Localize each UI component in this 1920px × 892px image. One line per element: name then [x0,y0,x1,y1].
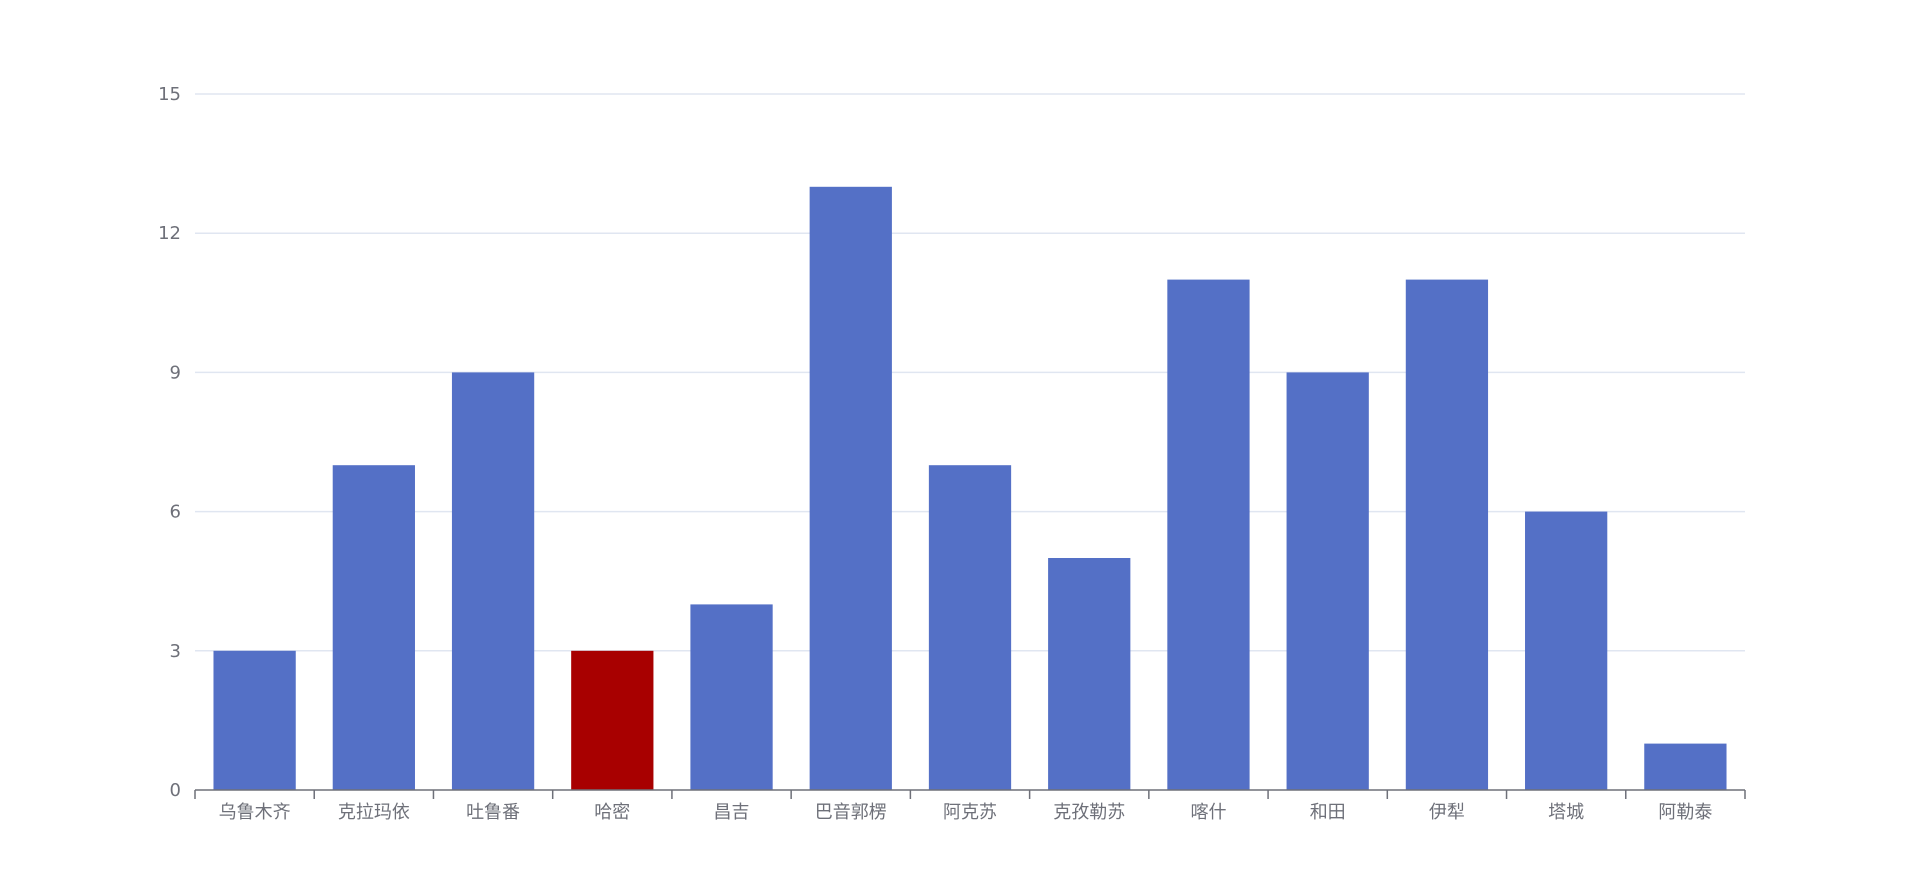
bar-1[interactable] [332,465,415,790]
y-tick-label: 0 [170,780,181,801]
x-tick-label: 阿克苏 [943,802,997,823]
bar-12[interactable] [1644,743,1727,790]
y-tick-label: 6 [170,502,181,523]
y-axis-labels: 0 3 6 9 12 15 [158,84,181,801]
bar-0[interactable] [213,650,296,790]
bar-10[interactable] [1405,279,1489,790]
x-axis-labels: 乌鲁木齐 克拉玛依 吐鲁番 哈密 昌吉 巴音郭楞 阿克苏 克孜勒苏 喀什 和田 伊犁 塔城 阿勒泰 [219,802,1713,823]
y-tick-label: 12 [158,223,181,244]
x-tick-label: 克拉玛依 [338,802,410,823]
x-tick-label: 巴音郭楞 [815,802,887,823]
x-tick-label: 昌吉 [714,802,750,823]
x-tick-label: 哈密 [594,802,630,823]
bars [213,186,1727,791]
x-tick-label: 克孜勒苏 [1053,802,1125,823]
y-tick-label: 15 [158,84,181,105]
bar-5[interactable] [809,186,892,791]
bar-7[interactable] [1048,558,1131,790]
y-tick-label: 9 [170,362,181,383]
bar-9[interactable] [1286,372,1369,790]
x-tick-label: 吐鲁番 [466,802,520,823]
bar-2[interactable] [451,372,535,790]
x-tick-label: 阿勒泰 [1658,802,1712,823]
x-tick-label: 和田 [1310,802,1346,823]
bar-3[interactable] [571,650,654,790]
bar-4[interactable] [690,604,773,790]
x-tick-label: 塔城 [1548,802,1584,823]
x-tick-label: 伊犁 [1429,802,1465,823]
x-axis [194,789,1746,799]
bar-11[interactable] [1525,511,1608,790]
bar-6[interactable] [928,465,1012,790]
x-tick-label: 乌鲁木齐 [219,802,291,823]
x-tick-label: 喀什 [1190,802,1226,823]
bar-8[interactable] [1167,279,1250,790]
y-tick-label: 3 [170,641,181,662]
